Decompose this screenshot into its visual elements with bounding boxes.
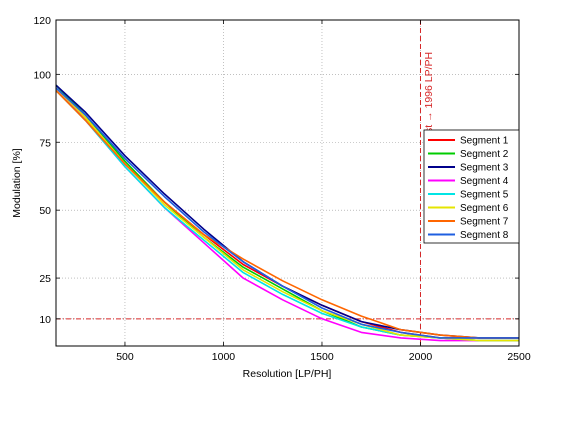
y-ticks: 10 25 50 75 100 120 [33,15,519,326]
legend-label: Segment 7 [460,217,509,228]
marker-annotation: st → 1996 LP/PH [423,52,435,133]
legend-box [423,129,520,244]
y-tick-label: 120 [33,15,51,27]
reference-lines [56,20,519,346]
legend-label: Segment 5 [460,190,509,201]
x-tick-label: 2500 [507,351,531,363]
series-line-segment-8 [55,87,519,339]
y-tick-label: 50 [39,205,51,217]
legend-label: Segment 1 [460,136,509,147]
legend-label: Segment 2 [460,149,509,160]
legend-label: Segment 8 [460,230,509,241]
legend-label: Segment 3 [460,163,509,174]
y-axis-label: Modulation [%] [11,148,23,218]
legend-label: Segment 4 [460,176,509,187]
x-ticks: 500 1000 1500 2000 2500 [116,20,531,363]
series-lines [55,84,519,342]
legend-label: Segment 6 [460,203,509,214]
y-tick-label: 10 [39,314,51,326]
series-line-segment-7 [55,90,519,339]
y-tick-label: 25 [39,273,51,285]
x-axis-label: Resolution [LP/PH] [243,368,332,380]
y-tick-label: 75 [39,137,51,149]
x-tick-label: 1500 [310,351,334,363]
x-tick-label: 2000 [409,351,433,363]
x-tick-label: 1000 [212,351,236,363]
y-tick-label: 100 [33,69,51,81]
legend: Segment 1 Segment 2 Segment 3 Segment 4 Segm… [423,129,520,244]
x-tick-label: 500 [116,351,134,363]
